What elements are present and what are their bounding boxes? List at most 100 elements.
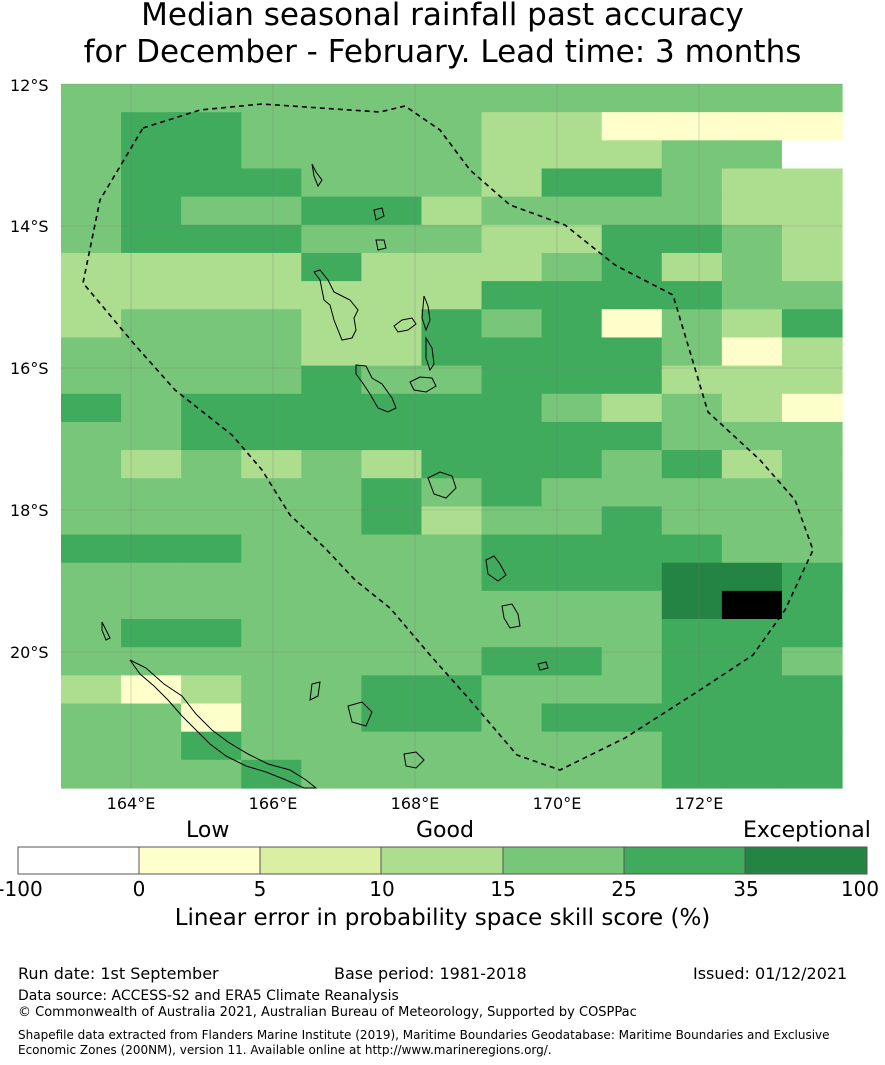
grid-cell	[481, 619, 543, 648]
grid-cell	[61, 84, 122, 113]
grid-cell	[181, 252, 242, 282]
grid-cell	[181, 619, 242, 648]
legend-category-low: Low	[186, 818, 230, 843]
grid-cell	[721, 619, 783, 648]
grid-cell	[361, 252, 423, 282]
grid-cell	[481, 365, 543, 395]
grid-cell	[301, 647, 362, 676]
grid-cell	[121, 731, 182, 761]
grid-cell	[781, 478, 843, 507]
grid-cell	[661, 196, 723, 226]
grid-cell	[121, 224, 182, 254]
grid-cell	[481, 759, 543, 789]
grid-cell	[541, 252, 603, 282]
grid-cell	[361, 365, 423, 395]
grid-cell	[61, 478, 122, 507]
grid-cell	[601, 450, 663, 479]
grid-cell	[421, 252, 483, 282]
grid-cell	[781, 675, 843, 705]
grid-cell	[241, 84, 302, 113]
grid-cell	[301, 731, 362, 761]
legend-tick-100: 100	[840, 877, 880, 901]
grid-cell	[241, 337, 302, 367]
grid-cell	[121, 168, 182, 198]
loyalty-lifou	[347, 701, 373, 727]
grid-cell	[421, 196, 483, 226]
grid-cell	[421, 534, 483, 564]
grid-cell	[481, 534, 543, 564]
grid-cell	[61, 224, 122, 254]
grid-cell	[361, 450, 423, 479]
grid-cell	[781, 731, 843, 761]
grid-cell	[61, 647, 122, 676]
grid-cell	[181, 759, 242, 789]
grid-cell	[181, 534, 242, 564]
grid-cell	[661, 337, 723, 367]
efate-island	[427, 471, 457, 499]
grid-cell	[721, 590, 783, 620]
grid-cell	[301, 450, 362, 479]
grid-cell	[421, 619, 483, 648]
grid-cell	[121, 421, 182, 451]
grid-cell	[121, 365, 182, 395]
grid-cell	[181, 675, 242, 705]
grid-cell	[121, 281, 182, 310]
copyright-notice: © Commonwealth of Australia 2021, Austra…	[18, 1005, 637, 1020]
lon-label-168e: 168°E	[390, 794, 440, 813]
grid-cell	[301, 703, 362, 733]
grid-cell	[541, 562, 603, 592]
lon-label-170e: 170°E	[532, 794, 582, 813]
grid-cell	[421, 590, 483, 620]
grid-cell	[241, 534, 302, 564]
grid-cell	[61, 450, 122, 479]
grid-cell	[241, 281, 302, 310]
grid-cell	[181, 590, 242, 620]
grid-cell	[721, 675, 783, 705]
grid-cell	[241, 590, 302, 620]
grid-cell	[361, 337, 423, 367]
grid-cell	[481, 168, 543, 198]
grid-cell	[241, 196, 302, 226]
maewo-island	[421, 295, 431, 332]
grid-cell	[301, 112, 362, 141]
grid-cell	[121, 703, 182, 733]
grid-cell	[541, 703, 603, 733]
grid-cell	[721, 478, 783, 507]
grid-cell	[361, 196, 423, 226]
grid-cell	[481, 590, 543, 620]
grid-cell	[61, 619, 122, 648]
grid-cell	[721, 112, 783, 141]
grid-cell	[301, 759, 362, 789]
grid-cell	[541, 196, 603, 226]
grid-cell	[301, 590, 362, 620]
grid-cell	[421, 562, 483, 592]
grid-cell	[61, 365, 122, 395]
grid-cell	[601, 309, 663, 339]
grid-cell	[301, 421, 362, 451]
pentecost-island	[425, 336, 435, 372]
grid-cell	[541, 590, 603, 620]
grid-cell	[601, 675, 663, 705]
grid-cell	[121, 506, 182, 536]
grid-cell	[601, 562, 663, 592]
grid-cell	[301, 224, 362, 254]
lat-label-18s: 18°S	[10, 501, 49, 520]
grid-cell	[781, 252, 843, 282]
grid-cell	[601, 84, 663, 113]
grid-cell	[301, 196, 362, 226]
grid-cell	[601, 224, 663, 254]
grid-cell	[541, 759, 603, 789]
grid-cell	[121, 196, 182, 226]
grid-cell	[481, 450, 543, 479]
grid-cell	[601, 112, 663, 141]
grid-cell	[721, 647, 783, 676]
grid-cell	[661, 759, 723, 789]
colorbar-label: Linear error in probability space skill …	[174, 905, 711, 931]
grid-cell	[661, 534, 723, 564]
grid-cell	[661, 140, 723, 170]
grid-cell	[481, 337, 543, 367]
base-period: Base period: 1981-2018	[334, 964, 527, 983]
grid-cell	[781, 703, 843, 733]
grid-cell	[661, 309, 723, 339]
grid-cell	[181, 84, 242, 113]
